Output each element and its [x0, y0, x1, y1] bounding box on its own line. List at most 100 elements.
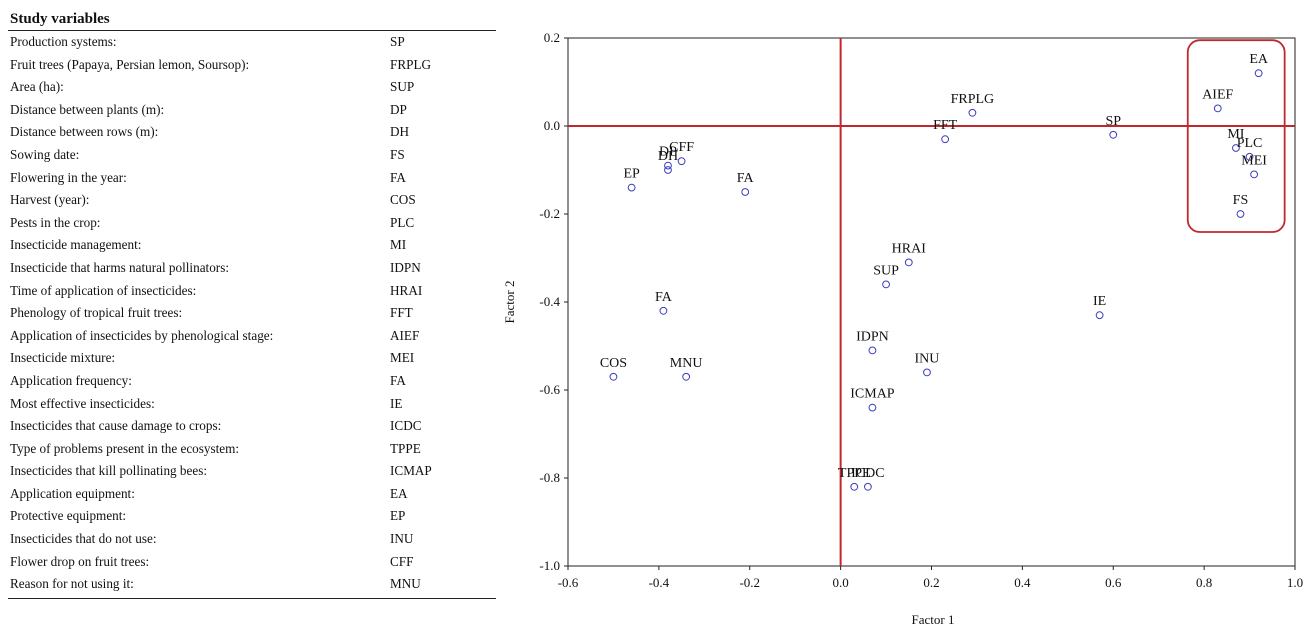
table-row: Fruit trees (Papaya, Persian lemon, Sour…	[8, 54, 496, 77]
variable-description: Time of application of insecticides:	[10, 282, 197, 298]
variable-code: SP	[390, 34, 405, 49]
table-row: Insecticide mixture: MEI	[8, 347, 496, 370]
variable-code: AIEF	[390, 327, 420, 343]
data-point	[664, 161, 672, 170]
variable-code: DP	[390, 101, 407, 117]
variable-description: Insecticide mixture:	[10, 350, 116, 366]
data-point-label: IE	[1093, 294, 1106, 309]
x-axis-label: Factor 1	[912, 612, 955, 627]
variable-code: SUP	[390, 79, 415, 95]
x-tick-label: 0.6	[1105, 575, 1122, 590]
data-point	[868, 346, 877, 355]
data-point-label: FA	[737, 171, 755, 186]
variable-code: CFF	[390, 553, 414, 569]
data-point-label: MEI	[1241, 153, 1267, 168]
variable-description: Insecticide management:	[10, 237, 142, 253]
table-row: Insecticide that harms natural pollinato…	[8, 257, 496, 280]
table-row: Phenology of tropical fruit trees: FFT	[8, 302, 496, 325]
data-point	[627, 183, 636, 192]
data-point-label: EP	[623, 167, 640, 182]
table-row: Sowing date: FS	[8, 144, 496, 167]
table-row: Area (ha): SUP	[8, 76, 496, 99]
variable-description: Insecticides that cause damage to crops:	[10, 418, 222, 434]
x-tick-label: -0.6	[558, 575, 579, 590]
variable-code: COS	[390, 192, 416, 208]
table-row: Insecticides that do not use: INU	[8, 528, 496, 551]
data-point-label: TPPE	[838, 466, 871, 481]
variable-code: INU	[390, 531, 414, 547]
data-point	[868, 403, 877, 412]
data-point	[1213, 104, 1222, 113]
y-tick-label: -1.0	[539, 558, 560, 573]
y-tick-label: -0.6	[539, 382, 560, 397]
variable-description: Protective equipment:	[10, 508, 127, 524]
variable-description: Fruit trees (Papaya, Persian lemon, Sour…	[10, 56, 250, 72]
data-point-label: DH	[658, 149, 678, 164]
data-point-label: MNU	[670, 356, 703, 371]
factor-scatter-chart: -0.6 -0.4 -0.2 0.0 0.2 0.4 0.6 0.8 1.0 0.2 0.0 -0.2…	[502, 30, 1303, 627]
data-point	[1095, 311, 1104, 320]
data-point	[609, 372, 618, 381]
table-row: Flower drop on fruit trees: CFF	[8, 551, 496, 574]
x-tick-label: 0.2	[923, 575, 939, 590]
variable-code: FS	[390, 146, 405, 162]
data-point-label: FRPLG	[951, 92, 995, 107]
plot-area	[567, 37, 1296, 567]
y-tick-label: 0.0	[544, 118, 560, 133]
table-row: Time of application of insecticides: HRAI	[8, 280, 496, 303]
table-row: Reason for not using it: MNU	[8, 573, 496, 596]
variable-code: ICDC	[390, 418, 422, 434]
table-row: Application frequency: FA	[8, 370, 496, 393]
data-point	[1254, 69, 1263, 78]
data-point	[741, 188, 750, 196]
data-point-label: HRAI	[892, 241, 927, 256]
variable-code: EA	[390, 485, 408, 501]
data-point-label: SUP	[873, 263, 899, 278]
variable-code: DH	[390, 124, 410, 140]
table-body: Production systems: SP Fruit trees (Papaya…	[8, 31, 496, 599]
y-tick-label: -0.4	[539, 294, 560, 309]
variable-code: MNU	[390, 576, 421, 592]
variable-code: ICMAP	[390, 463, 432, 479]
data-point	[1232, 144, 1240, 152]
table-row: Insecticide management: MI	[8, 234, 496, 257]
variable-description: Distance between rows (m):	[10, 124, 159, 140]
data-point	[659, 306, 668, 315]
x-tick-label: -0.4	[649, 575, 670, 590]
y-tick-label: -0.2	[539, 206, 560, 221]
variable-code: IDPN	[390, 259, 421, 275]
variable-description: Production systems:	[10, 34, 117, 49]
data-point	[863, 482, 872, 491]
variable-description: Most effective insecticides:	[10, 395, 155, 411]
data-point-label: FA	[655, 290, 673, 305]
variable-description: Application equipment:	[10, 485, 135, 501]
variable-description: Reason for not using it:	[10, 576, 134, 592]
table-row: Distance between rows (m): DH	[8, 121, 496, 144]
variable-code: MEI	[390, 350, 415, 366]
variable-description: Insecticides that kill pollinating bees:	[10, 463, 208, 479]
data-point	[850, 482, 859, 491]
y-tick-label: 0.2	[544, 30, 560, 45]
variable-description: Flower drop on fruit trees:	[10, 553, 150, 569]
data-point	[1250, 170, 1259, 179]
data-point	[923, 368, 931, 377]
variable-description: Sowing date:	[10, 146, 80, 162]
variable-code: IE	[390, 395, 403, 411]
variable-code: PLC	[390, 214, 415, 230]
data-point-label: INU	[915, 351, 940, 366]
data-point-label: FS	[1233, 193, 1249, 208]
data-point-label: EA	[1249, 52, 1269, 67]
data-point	[677, 157, 686, 166]
study-variables-table: Study variables Production systems: SP Fru…	[8, 8, 496, 599]
table-row: Protective equipment: EP	[8, 505, 496, 528]
variable-description: Flowering in the year:	[10, 169, 127, 185]
data-point-label: PLC	[1237, 136, 1263, 151]
table-row: Flowering in the year: FA	[8, 167, 496, 190]
data-point-label: AIEF	[1202, 87, 1233, 102]
table-row: Application of insecticides by phenologi…	[8, 325, 496, 348]
variable-description: Application of insecticides by phenologi…	[10, 327, 274, 343]
data-point-label: ICDC	[851, 466, 884, 481]
data-point	[1245, 152, 1254, 161]
variable-description: Harvest (year):	[10, 192, 90, 208]
data-point	[941, 135, 950, 144]
